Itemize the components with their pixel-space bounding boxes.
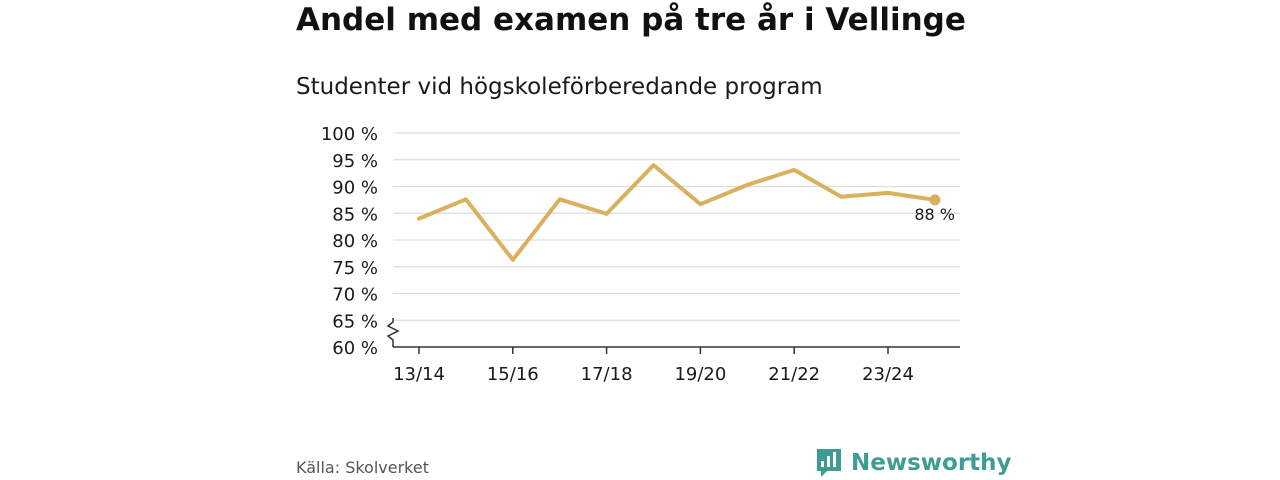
- y-tick-label: 65 %: [332, 311, 378, 332]
- y-tick-label: 60 %: [332, 338, 378, 359]
- series-line: [417, 163, 937, 262]
- y-tick-label: 85 %: [332, 204, 378, 225]
- data-points: [929, 194, 941, 206]
- x-tick-label: 15/16: [487, 364, 539, 385]
- line-chart: 60 % 65 % 70 % 75 % 80 % 85 % 90 % 95 % 100 % 13…: [321, 124, 960, 385]
- chart-title: Andel med examen på tre år i Vellinge: [296, 2, 966, 38]
- x-ticks: 13/14 15/16 17/18 19/20 21/22 23/24: [393, 347, 914, 385]
- x-tick-label: 23/24: [862, 364, 914, 385]
- brand-name: Newsworthy: [851, 450, 1012, 476]
- brand-logo[interactable]: Newsworthy: [815, 446, 1012, 480]
- y-tick-label: 80 %: [332, 231, 378, 252]
- y-tick-label: 95 %: [332, 151, 378, 172]
- x-tick-label: 13/14: [393, 364, 445, 385]
- x-tick-label: 19/20: [674, 364, 726, 385]
- x-tick-label: 21/22: [768, 364, 820, 385]
- last-data-point: [929, 194, 941, 206]
- grid-lines: [393, 132, 960, 321]
- chart-subtitle: Studenter vid högskoleförberedande progr…: [296, 74, 823, 100]
- bar-chart-speech-bubble-icon: [817, 449, 841, 477]
- y-tick-label: 70 %: [332, 285, 378, 306]
- y-tick-label: 75 %: [332, 258, 378, 279]
- source-note: Källa: Skolverket: [296, 458, 429, 477]
- y-tick-label: 100 %: [321, 124, 378, 145]
- last-value-label: 88 %: [914, 205, 955, 224]
- axes: [386, 318, 960, 348]
- x-tick-label: 17/18: [581, 364, 633, 385]
- y-tick-labels: 60 % 65 % 70 % 75 % 80 % 85 % 90 % 95 % 100 %: [321, 124, 378, 359]
- series: [417, 163, 937, 262]
- axis-break-icon: [386, 318, 400, 347]
- y-tick-label: 90 %: [332, 178, 378, 199]
